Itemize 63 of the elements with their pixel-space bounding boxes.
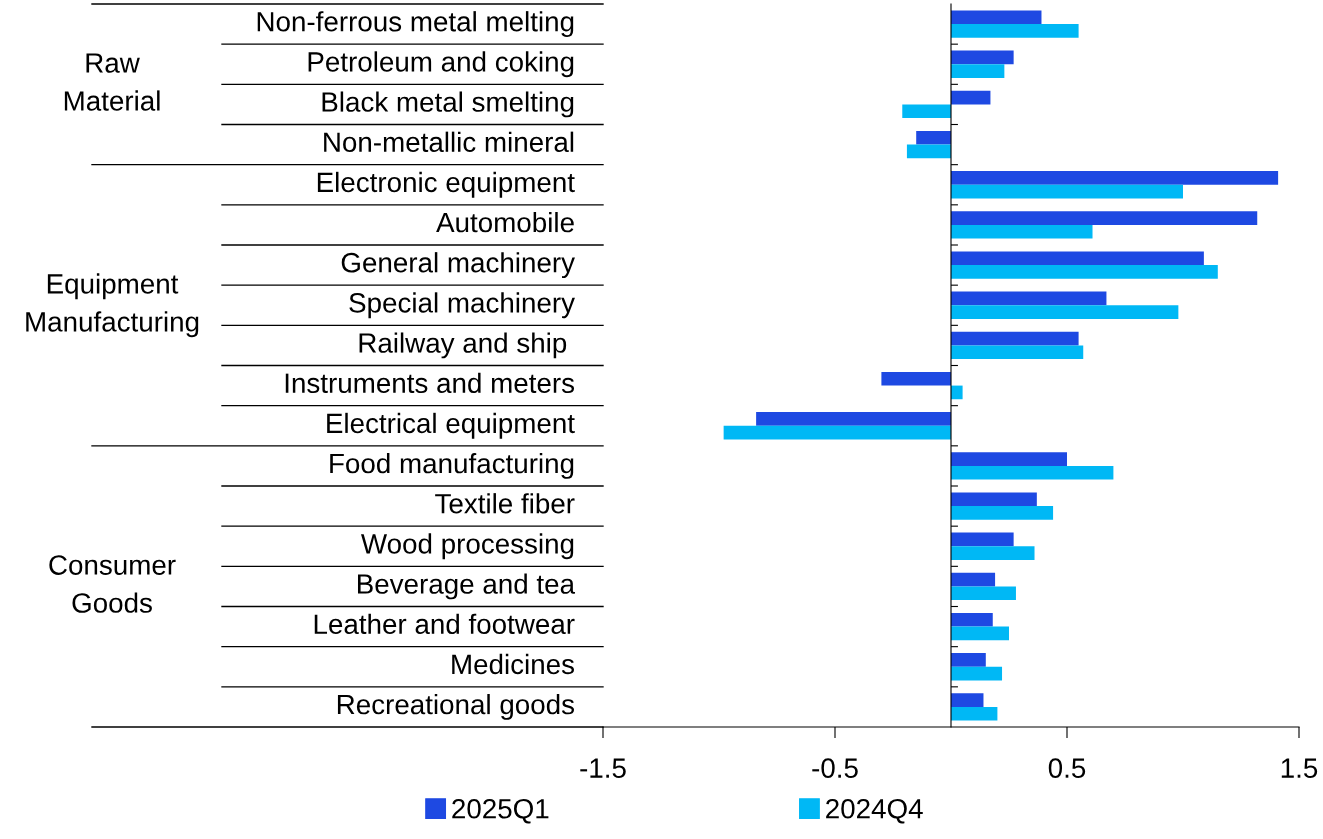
y-tick-label: Leather and footwear xyxy=(314,613,575,635)
y-tick-label: Petroleum and coking xyxy=(308,51,574,78)
bar xyxy=(951,10,1042,25)
bar xyxy=(951,224,1093,239)
bar xyxy=(951,465,1114,480)
legend-label: 2024Q4 xyxy=(826,798,923,824)
bar xyxy=(951,452,1067,466)
bar xyxy=(951,572,996,587)
y-tick-label: Non-metallic mineral xyxy=(324,131,574,153)
y-tick-label: Beverage and tea xyxy=(357,573,576,600)
text: Raw Material xyxy=(64,53,160,111)
bar xyxy=(951,546,1035,560)
y-tick-label: Wood processing xyxy=(361,533,574,560)
bar xyxy=(951,291,1107,306)
y-tick-label: General machinery xyxy=(341,252,575,279)
legend-label: 2025Q1 xyxy=(452,798,549,824)
bar xyxy=(951,385,963,400)
y-tick-label: Black metal smelting xyxy=(322,91,574,118)
bar xyxy=(916,130,951,145)
bar xyxy=(951,305,1179,319)
y-tick-label: Food manufacturing xyxy=(330,452,574,479)
bar xyxy=(951,90,991,105)
x-tick-label: 1.5 xyxy=(1281,758,1318,778)
y-tick-label: Textile fiber xyxy=(435,493,575,514)
bar xyxy=(951,171,1279,185)
y-tick-label: Railway and ship xyxy=(359,332,567,359)
bar xyxy=(951,492,1037,507)
bar xyxy=(951,345,1084,360)
x-tick-label: 0.5 xyxy=(1048,758,1086,778)
bar xyxy=(951,612,993,627)
bar xyxy=(951,506,1054,520)
bar xyxy=(723,425,951,440)
y-tick-label: Instruments and meters xyxy=(285,372,575,394)
bar xyxy=(951,184,1183,199)
bar xyxy=(951,693,984,707)
y-tick-label: Automobile xyxy=(436,211,574,233)
bar xyxy=(906,144,951,159)
y-tick-label: Recreational goods xyxy=(337,693,575,720)
bar xyxy=(951,331,1079,346)
bar xyxy=(951,24,1079,38)
bar xyxy=(951,626,1009,641)
x-tick-label: -0.5 xyxy=(812,758,858,778)
x-tick-label: -1.5 xyxy=(580,758,626,778)
bar xyxy=(951,265,1218,279)
bar xyxy=(951,532,1014,547)
bar xyxy=(881,371,951,386)
bar xyxy=(951,586,1016,601)
bar xyxy=(951,64,1005,78)
text: Equipment Manufacturing xyxy=(26,273,199,338)
y-tick-label: Electronic equipment xyxy=(317,171,575,198)
y-tick-label: Electrical equipment xyxy=(327,412,575,439)
y-tick-label: Medicines xyxy=(452,653,574,675)
text: Consumer Goods xyxy=(49,555,176,613)
y-tick-label: Special machinery xyxy=(349,292,575,319)
bar xyxy=(756,412,951,426)
bar xyxy=(951,653,986,667)
bar xyxy=(902,104,951,119)
y-tick-label: Non-ferrous metal melting xyxy=(257,11,574,38)
bar xyxy=(951,706,998,721)
bar xyxy=(951,50,1014,65)
bar xyxy=(951,251,1204,266)
bar xyxy=(951,211,1258,225)
bar xyxy=(951,666,1003,681)
